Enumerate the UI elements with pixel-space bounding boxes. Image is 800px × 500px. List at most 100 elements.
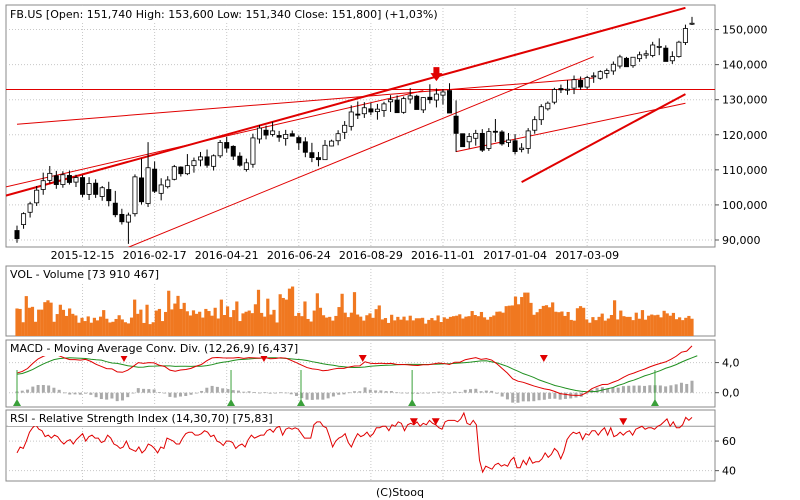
volume-bar [86,316,90,336]
volume-bar [619,310,623,336]
candle-body [66,175,72,183]
volume-title-bg [8,268,168,282]
volume-bar [352,292,357,336]
macd-histogram-bar [648,385,652,393]
volume-bar [541,305,545,336]
macd-histogram-bar [643,385,647,393]
candle-body [335,133,341,142]
macd-histogram-bar [558,392,562,400]
candle-body [532,119,538,131]
volume-bar [668,315,672,336]
candle-body [656,45,662,48]
volume-bar [430,318,434,336]
macd-histogram-bar [84,392,88,394]
volume-bar [479,311,484,336]
candle-body [250,137,256,165]
volume-bar [297,312,301,336]
macd-histogram-bar [606,388,610,393]
candle-body [197,156,203,161]
volume-bar [659,317,663,336]
price-title: FB.US [Open: 151,740 High: 153,600 Low: … [10,8,438,21]
price-title-bg [8,7,396,22]
volume-bar [662,310,666,336]
macd-histogram-bar [316,392,320,400]
price-y-tick-label: 100,000 [722,199,768,212]
macd-histogram-bar [532,392,536,402]
volume-bar [486,319,490,336]
price-y-tick-label: 140,000 [722,59,768,72]
macd-histogram-bar [142,388,146,393]
volume-bar [321,315,326,336]
volume-bar [207,311,211,336]
volume-bar [572,320,576,336]
macd-histogram-bar [337,392,341,395]
macd-histogram-bar [110,392,114,399]
volume-title: VOL - Volume [73 910 467] [10,268,159,281]
sell-signal-triangle-icon [539,355,548,362]
volume-bar [603,320,607,336]
volume-bar [470,311,474,336]
volume-bar [114,318,118,336]
macd-histogram-bar [679,382,683,393]
macd-histogram-bar [363,387,367,393]
x-tick-label: 2017-01-04 [483,249,547,262]
macd-histogram-bar [474,388,478,393]
rsi-y-tick-label: 40 [722,465,736,478]
candle-body [204,156,210,166]
volume-bar [49,302,53,336]
buy-signal-triangle-icon [227,399,236,406]
volume-bar [575,308,580,336]
volume-bar [18,308,22,336]
macd-histogram-bar [553,392,557,399]
candle-body [650,44,656,56]
candle-body [348,111,354,127]
volume-bar [362,320,366,336]
trend-line [127,56,594,247]
volume-bar [204,308,208,336]
volume-bar [368,313,372,336]
sell-signal-triangle-icon [120,355,129,362]
x-tick-label: 2016-06-24 [267,249,331,262]
volume-bar [464,316,468,336]
macd-histogram-bar [52,387,56,393]
candle-body [453,115,459,134]
volume-bar [678,317,682,336]
volume-bar [526,292,530,336]
volume-bar [554,311,558,336]
candle-body [538,106,544,121]
volume-bar [68,308,72,336]
volume-bar [377,305,381,336]
macd-histogram-bar [305,392,309,400]
macd-histogram-bar [89,392,93,395]
volume-bar [439,322,443,336]
volume-bar [142,322,146,336]
volume-bar [290,286,295,336]
candle-body [158,184,164,194]
volume-bar [355,314,360,336]
macd-histogram-bar [479,391,483,393]
price-plot [6,6,715,247]
volume-bar [194,313,199,336]
volume-bar [287,288,292,336]
candle-body [329,140,335,147]
volume-bar [609,315,614,336]
candle-body [388,99,394,103]
candle-body [73,177,79,183]
volume-bar [569,319,573,336]
candle-body [440,91,446,96]
macd-histogram-bar [294,392,298,397]
volume-bar [241,313,245,336]
buy-signal-triangle-icon [13,399,21,406]
candle-body [296,137,302,144]
volume-bar [402,316,406,336]
x-tick-label: 2016-11-01 [411,249,475,262]
candle-body [171,166,177,180]
macd-histogram-bar [242,391,246,393]
volume-bar [560,311,564,336]
volume-bar [269,314,273,336]
volume-bar [588,322,592,336]
volume-bar [594,320,598,336]
volume-bar [681,320,685,336]
macd-histogram-bar [621,386,625,393]
volume-bar [346,317,350,336]
